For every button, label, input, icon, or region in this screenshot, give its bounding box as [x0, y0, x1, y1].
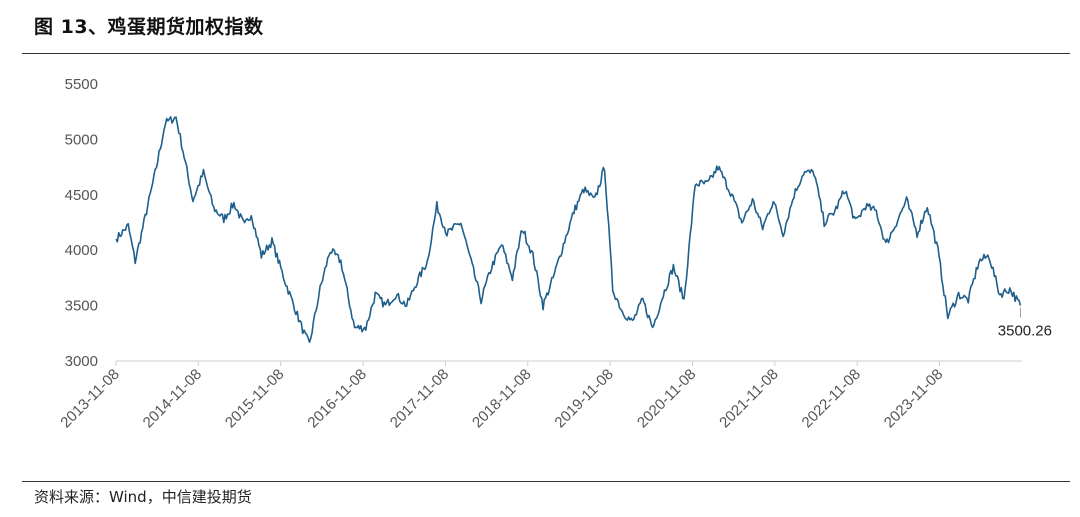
x-axis: 2013-11-08 2014-11-08 2015-11-08 2016-11-08…: [57, 361, 946, 431]
y-tick-label: 5500: [65, 76, 98, 93]
series-line: [115, 116, 1022, 343]
title-divider: [22, 53, 1070, 54]
x-tick-label: 2018-11-08: [469, 366, 534, 431]
y-axis: 3000 3500 4000 4500 5000 5500: [65, 76, 98, 370]
x-tick-label: 2017-11-08: [387, 366, 452, 431]
y-tick-label: 3500: [65, 298, 98, 315]
x-tick-label: 2023-11-08: [881, 366, 946, 431]
y-tick-label: 5000: [65, 131, 98, 148]
y-tick-label: 4000: [65, 242, 98, 259]
end-value-label: 3500.26: [998, 323, 1052, 340]
y-tick-label: 4500: [65, 187, 98, 204]
line-chart: 3000 3500 4000 4500 5000 5500 2013-11-08 2014-…: [57, 76, 1052, 431]
x-tick-label: 2015-11-08: [222, 366, 287, 431]
x-tick-label: 2014-11-08: [140, 366, 205, 431]
x-tick-label: 2019-11-08: [551, 366, 616, 431]
chart-title: 图 13、鸡蛋期货加权指数: [34, 16, 264, 38]
source-note: 资料来源：Wind，中信建投期货: [34, 488, 252, 506]
x-tick-label: 2013-11-08: [57, 366, 122, 431]
x-tick-label: 2021-11-08: [716, 366, 781, 431]
y-tick-label: 3000: [65, 353, 98, 370]
x-tick-label: 2016-11-08: [304, 366, 369, 431]
x-tick-label: 2022-11-08: [799, 366, 864, 431]
x-tick-label: 2020-11-08: [634, 366, 699, 431]
footer-divider: [22, 481, 1070, 482]
